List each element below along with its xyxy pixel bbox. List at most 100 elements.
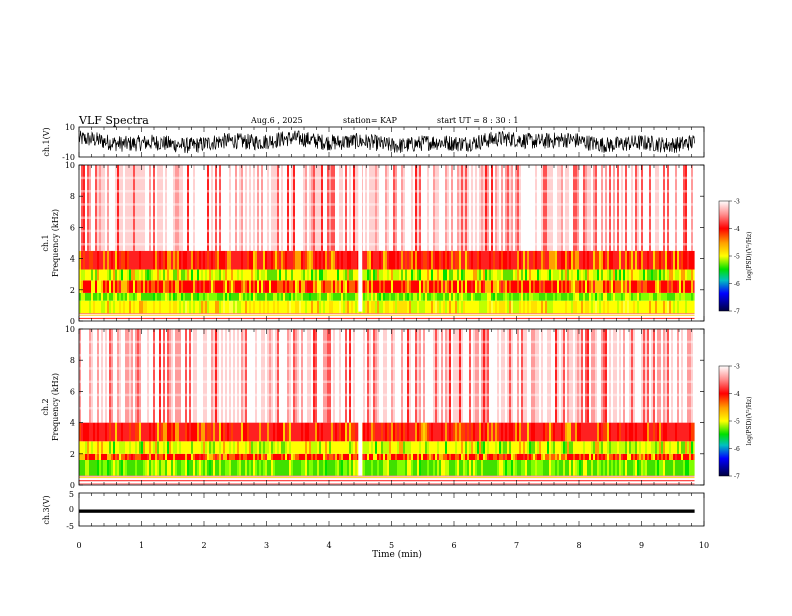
spectrogram-cell (305, 460, 307, 476)
spectrogram-cell (355, 250, 357, 270)
spectrogram-cell (99, 292, 101, 301)
spectrogram-cell (481, 460, 483, 476)
spectrogram-cell (631, 165, 633, 251)
spectrogram-cell (463, 422, 465, 442)
spectrogram-cell (577, 453, 579, 460)
spectrogram-cell (555, 441, 557, 454)
spectrogram-cell (211, 300, 213, 314)
spectrogram-cell (253, 460, 255, 476)
spectrogram-cell (465, 250, 467, 270)
spectrogram-cell (145, 165, 147, 251)
spectrogram-cell (143, 292, 145, 301)
spectrogram-cell (123, 422, 125, 442)
spectrogram-cell (91, 460, 93, 476)
spectrogram-cell (237, 300, 239, 314)
spectrogram-cell (471, 329, 473, 423)
spectrogram-cell (649, 280, 651, 293)
spectrogram-cell (231, 329, 233, 423)
spectrogram-cell (563, 269, 565, 281)
spectrogram-cell (111, 269, 113, 281)
spectrogram-cell (253, 165, 255, 251)
spectrogram-cell (515, 329, 517, 423)
spectrogram-cell (173, 269, 175, 281)
spectrogram-cell (327, 300, 329, 314)
spectrogram-cell (105, 422, 107, 442)
spectrogram-cell (487, 250, 489, 270)
spectrogram-cell (175, 460, 177, 476)
spectrogram-cell (365, 460, 367, 476)
spectrogram-cell (393, 165, 395, 251)
spectrogram-cell (659, 165, 661, 251)
spectrogram-cell (513, 422, 515, 442)
spectrogram-cell (603, 250, 605, 270)
x-axis-label: Time (min) (372, 549, 422, 560)
spectrogram-cell (131, 441, 133, 454)
spectrogram-cell (349, 292, 351, 301)
spectrogram-cell (587, 280, 589, 293)
spectrogram-cell (687, 441, 689, 454)
spectrogram-cell (421, 422, 423, 442)
spectrogram-cell (137, 300, 139, 314)
spectrogram-cell (581, 165, 583, 251)
spectrogram-cell (581, 300, 583, 314)
spectrogram-cell (349, 422, 351, 442)
spectrogram-cell (209, 422, 211, 442)
spectrogram-cell (509, 280, 511, 293)
spectrogram-cell (537, 292, 539, 301)
spectrogram-cell (149, 300, 151, 314)
spectrogram-cell (345, 292, 347, 301)
spectrogram-cell (177, 292, 179, 301)
spectrogram-cell (207, 441, 209, 454)
spectrogram-cell (331, 300, 333, 314)
spectrogram-band (79, 481, 695, 483)
spectrogram-cell (431, 269, 433, 281)
spectrogram-cell (607, 269, 609, 281)
spectrogram-cell (461, 300, 463, 314)
spectrogram-cell (471, 422, 473, 442)
spectrogram-cell (581, 422, 583, 442)
spectrogram-cell (615, 250, 617, 270)
spectrogram-cell (167, 280, 169, 293)
spectrogram-cell (81, 300, 83, 314)
spectrogram-cell (247, 250, 249, 270)
spectrogram-cell (149, 165, 151, 251)
spectrogram-cell (459, 269, 461, 281)
spectrogram-cell (381, 165, 383, 251)
spectrogram-cell (253, 250, 255, 270)
spectrogram-cell (343, 300, 345, 314)
spectrogram-cell (657, 460, 659, 476)
spectrogram-cell (409, 250, 411, 270)
spectrogram-cell (281, 300, 283, 314)
spectrogram-cell (643, 422, 645, 442)
spectrogram-cell (309, 460, 311, 476)
spectrogram-cell (169, 453, 171, 460)
spectrogram-cell (447, 250, 449, 270)
spectrogram-cell (467, 280, 469, 293)
spectrogram-cell (103, 292, 105, 301)
spectrogram-cell (573, 453, 575, 460)
spectrogram-cell (657, 292, 659, 301)
spectrogram-cell (233, 269, 235, 281)
spectrogram-cell (681, 269, 683, 281)
spectrogram-cell (387, 250, 389, 270)
spectrogram-cell (603, 269, 605, 281)
spectrogram-cell (469, 460, 471, 476)
spectrogram-cell (683, 292, 685, 301)
spectrogram-cell (685, 269, 687, 281)
spectrogram-cell (563, 292, 565, 301)
spectrogram-cell (443, 269, 445, 281)
spectrogram-cell (241, 292, 243, 301)
spectrogram-cell (495, 292, 497, 301)
spectrogram-cell (597, 329, 599, 423)
spectrogram-cell (427, 460, 429, 476)
spectrogram-cell (153, 165, 155, 251)
spectrogram-cell (495, 453, 497, 460)
spectrogram-cell (619, 280, 621, 293)
spectrogram-cell (213, 422, 215, 442)
spectrogram-cell (239, 422, 241, 442)
spectrogram-cell (675, 250, 677, 270)
spectrogram-cell (301, 441, 303, 454)
spectrogram-cell (195, 422, 197, 442)
spectrogram-cell (121, 292, 123, 301)
spectrogram-cell (363, 441, 365, 454)
